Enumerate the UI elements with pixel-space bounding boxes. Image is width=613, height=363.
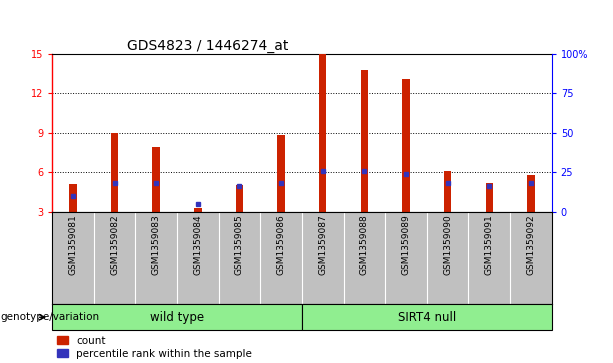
Bar (111, 133, 118, 212)
Bar (319, 54, 327, 212)
Text: GSM1359081: GSM1359081 (69, 215, 77, 275)
Bar (527, 175, 535, 212)
Bar (236, 185, 243, 212)
Bar (52, 304, 302, 330)
Bar (402, 79, 409, 212)
Text: SIRT4 null: SIRT4 null (398, 311, 456, 324)
Text: GSM1359084: GSM1359084 (193, 215, 202, 275)
Bar (302, 304, 552, 330)
Text: GSM1359086: GSM1359086 (276, 215, 286, 275)
Text: GSM1359088: GSM1359088 (360, 215, 369, 275)
Legend: count, percentile rank within the sample: count, percentile rank within the sample (57, 335, 252, 359)
Text: GSM1359089: GSM1359089 (402, 215, 411, 275)
Text: GSM1359083: GSM1359083 (151, 215, 161, 275)
Bar (69, 184, 77, 212)
Text: GSM1359090: GSM1359090 (443, 215, 452, 275)
Bar (360, 70, 368, 212)
Bar (444, 171, 451, 212)
Text: genotype/variation: genotype/variation (0, 312, 99, 322)
Text: GSM1359085: GSM1359085 (235, 215, 244, 275)
Text: GSM1359087: GSM1359087 (318, 215, 327, 275)
Bar (153, 147, 160, 212)
Bar (277, 135, 285, 212)
Bar (194, 208, 202, 212)
Bar (485, 183, 493, 212)
Text: GSM1359082: GSM1359082 (110, 215, 119, 275)
Text: wild type: wild type (150, 311, 204, 324)
Text: GSM1359091: GSM1359091 (485, 215, 493, 275)
Text: GSM1359092: GSM1359092 (527, 215, 535, 275)
Text: GDS4823 / 1446274_at: GDS4823 / 1446274_at (127, 39, 289, 53)
